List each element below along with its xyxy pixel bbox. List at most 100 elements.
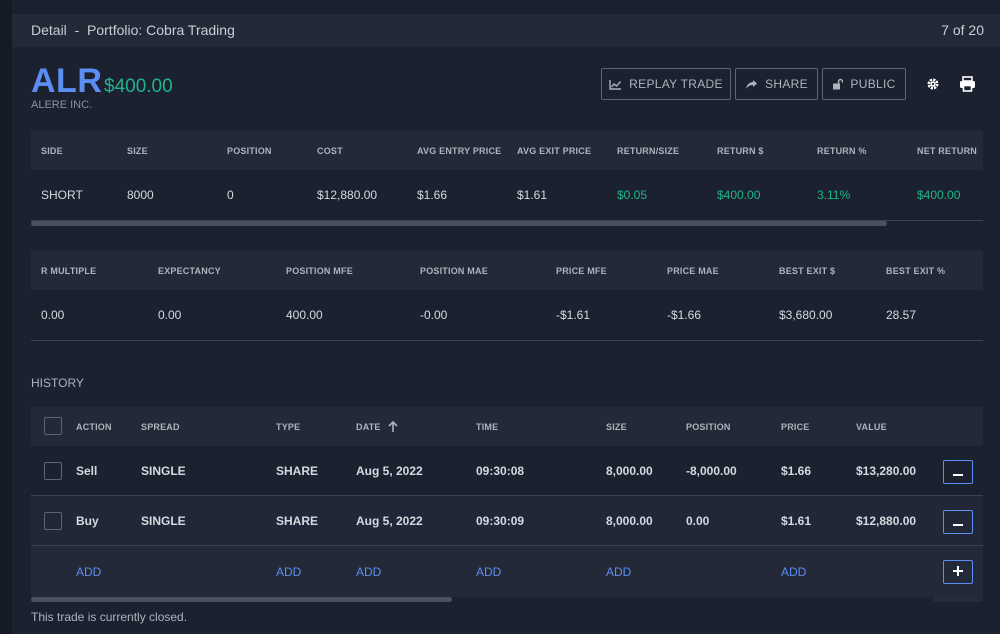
value-size: 8000 [127, 188, 154, 202]
row-value: $13,280.00 [856, 464, 917, 478]
header-price: PRICE [781, 422, 810, 432]
value-best-exit-percent: 28.57 [886, 308, 917, 322]
sort-arrow-up-icon[interactable] [387, 420, 399, 438]
row-date: Aug 5, 2022 [356, 514, 423, 528]
value-return-dollar: $400.00 [717, 188, 761, 202]
value-best-exit-dollar: $3,680.00 [779, 308, 833, 322]
header-side: SIDE [41, 146, 63, 156]
add-price-link[interactable]: ADD [781, 565, 807, 579]
trade-counter: 7 of 20 [941, 22, 984, 38]
row-time: 09:30:09 [476, 514, 525, 528]
remove-row-button[interactable] [943, 460, 973, 484]
summary-header-row: SIDE SIZE POSITION COST AVG ENTRY PRICE … [31, 131, 983, 170]
trade-summary-table: SIDE SIZE POSITION COST AVG ENTRY PRICE … [31, 131, 983, 221]
add-type-link[interactable]: ADD [276, 565, 302, 579]
summary-scrollbar[interactable] [31, 221, 887, 226]
value-return-percent: 3.11% [817, 188, 851, 202]
history-header-row: ACTION SPREAD TYPE DATE TIME SIZE POSITI… [31, 407, 983, 446]
value-avg-exit-price: $1.61 [517, 188, 548, 202]
header-size: SIZE [606, 422, 627, 432]
table-row: Sell SINGLE SHARE Aug 5, 2022 09:30:08 8… [31, 446, 983, 496]
public-label: PUBLIC [850, 77, 896, 91]
share-button[interactable]: SHARE [735, 68, 818, 100]
trade-status-text: This trade is currently closed. [31, 610, 188, 624]
row-date: Aug 5, 2022 [356, 464, 423, 478]
row-time: 09:30:08 [476, 464, 525, 478]
value-position-mae: -0.00 [420, 308, 448, 322]
row-checkbox[interactable] [44, 512, 62, 530]
minus-icon [953, 463, 963, 481]
history-heading: HISTORY [31, 376, 84, 390]
header-spread: SPREAD [141, 422, 180, 432]
header-avg-entry-price: AVG ENTRY PRICE [417, 146, 502, 156]
breadcrumb-title: Detail - Portfolio: Cobra Trading [31, 22, 235, 38]
header-return-size: RETURN/SIZE [617, 146, 680, 156]
row-price: $1.61 [781, 514, 812, 528]
value-price-mae: -$1.66 [667, 308, 702, 322]
header-best-exit-percent: BEST EXIT % [886, 266, 946, 276]
header-position: POSITION [686, 422, 731, 432]
value-position-mfe: 400.00 [286, 308, 323, 322]
header-avg-exit-price: AVG EXIT PRICE [517, 146, 592, 156]
header-size: SIZE [127, 146, 148, 156]
row-type: SHARE [276, 464, 319, 478]
company-name: ALERE INC. [31, 99, 93, 111]
header-net-return: NET RETURN [917, 146, 977, 156]
header-return-dollar: RETURN $ [717, 146, 764, 156]
header-cost: COST [317, 146, 343, 156]
add-time-link[interactable]: ADD [476, 565, 502, 579]
header-action: ACTION [76, 422, 112, 432]
history-scroll-track [933, 597, 983, 602]
header-expectancy: EXPECTANCY [158, 266, 221, 276]
history-table: ACTION SPREAD TYPE DATE TIME SIZE POSITI… [31, 407, 983, 597]
header-position-mae: POSITION MAE [420, 266, 488, 276]
gear-icon[interactable] [926, 77, 940, 96]
history-scrollbar[interactable] [31, 597, 452, 602]
add-date-link[interactable]: ADD [356, 565, 382, 579]
header-position: POSITION [227, 146, 272, 156]
value-position: 0 [227, 188, 234, 202]
detail-header: Detail - Portfolio: Cobra Trading 7 of 2… [12, 14, 1000, 47]
ticker-symbol: ALR [31, 62, 103, 100]
minus-icon [953, 513, 963, 531]
share-icon [745, 79, 758, 90]
row-checkbox[interactable] [44, 462, 62, 480]
row-action: Buy [76, 514, 99, 528]
header-r-multiple: R MULTIPLE [41, 266, 97, 276]
header-value: VALUE [856, 422, 887, 432]
trade-metrics-table: R MULTIPLE EXPECTANCY POSITION MFE POSIT… [31, 251, 983, 341]
header-type: TYPE [276, 422, 301, 432]
plus-icon [953, 563, 963, 581]
metrics-value-row: 0.00 0.00 400.00 -0.00 -$1.61 -$1.66 $3,… [31, 290, 983, 341]
chart-line-icon [609, 79, 622, 90]
add-action-link[interactable]: ADD [76, 565, 102, 579]
select-all-checkbox[interactable] [44, 417, 62, 435]
header-date[interactable]: DATE [356, 422, 381, 432]
public-button[interactable]: PUBLIC [822, 68, 906, 100]
row-value: $12,880.00 [856, 514, 917, 528]
row-spread: SINGLE [141, 514, 186, 528]
share-label: SHARE [765, 77, 808, 91]
header-best-exit-dollar: BEST EXIT $ [779, 266, 836, 276]
add-size-link[interactable]: ADD [606, 565, 632, 579]
row-size: 8,000.00 [606, 464, 653, 478]
summary-value-row: SHORT 8000 0 $12,880.00 $1.66 $1.61 $0.0… [31, 170, 983, 221]
value-r-multiple: 0.00 [41, 308, 65, 322]
row-price: $1.66 [781, 464, 812, 478]
header-position-mfe: POSITION MFE [286, 266, 353, 276]
value-price-mfe: -$1.61 [556, 308, 591, 322]
print-icon[interactable] [959, 76, 976, 97]
replay-trade-button[interactable]: REPLAY TRADE [601, 68, 731, 100]
row-position: -8,000.00 [686, 464, 737, 478]
row-size: 8,000.00 [606, 514, 653, 528]
remove-row-button[interactable] [943, 510, 973, 534]
header-price-mae: PRICE MAE [667, 266, 719, 276]
value-expectancy: 0.00 [158, 308, 182, 322]
metrics-header-row: R MULTIPLE EXPECTANCY POSITION MFE POSIT… [31, 251, 983, 290]
header-time: TIME [476, 422, 499, 432]
row-position: 0.00 [686, 514, 710, 528]
value-side: SHORT [41, 188, 83, 202]
add-row-button[interactable] [943, 560, 973, 584]
value-net-return: $400.00 [917, 188, 961, 202]
replay-trade-label: REPLAY TRADE [629, 77, 723, 91]
